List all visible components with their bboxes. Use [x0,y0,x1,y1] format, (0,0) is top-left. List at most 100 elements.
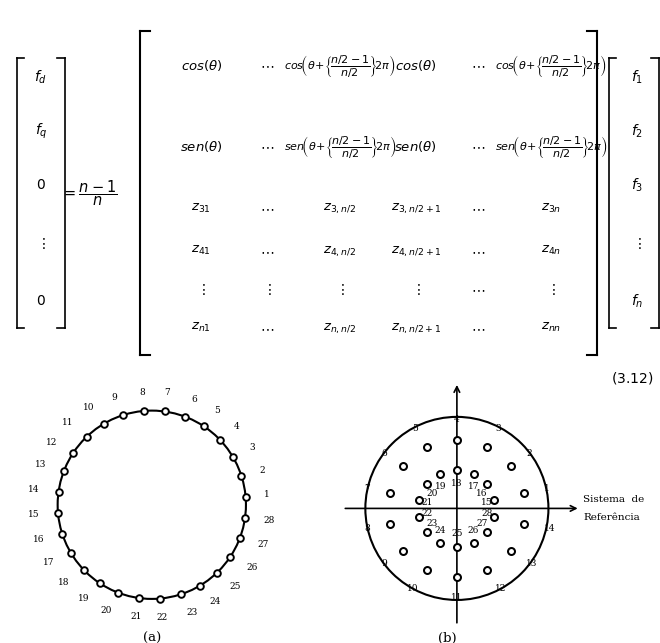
Text: $z_{4n}$: $z_{4n}$ [541,244,561,257]
Point [234,533,245,543]
Point [398,546,409,556]
Text: 20: 20 [100,606,112,615]
Point [154,593,165,604]
Point [176,589,186,599]
Text: $z_{41}$: $z_{41}$ [191,244,211,257]
Point [451,435,462,445]
Text: $f_{1}$: $f_{1}$ [631,68,643,86]
Point [385,518,395,529]
Point [240,512,250,523]
Text: $z_{3,n/2+1}$: $z_{3,n/2+1}$ [391,201,441,215]
Point [482,527,492,538]
Point [519,518,529,529]
Text: 4: 4 [454,415,460,424]
Text: $cos(\theta)$: $cos(\theta)$ [395,58,436,73]
Text: 3: 3 [496,424,501,433]
Text: $sen(\theta)$: $sen(\theta)$ [180,139,222,154]
Text: 9: 9 [381,559,387,568]
Point [519,488,529,498]
Point [214,435,225,445]
Point [154,593,165,604]
Text: 5: 5 [214,406,220,415]
Point [180,412,190,422]
Point [240,491,251,502]
Point [481,441,492,451]
Text: 23: 23 [426,520,438,529]
Point [489,494,500,505]
Text: 23: 23 [186,608,198,617]
Text: 26: 26 [468,526,479,535]
Text: Referência: Referência [583,513,640,522]
Point [59,466,69,476]
Text: $f_{n}$: $f_{n}$ [631,292,643,310]
Point [199,421,209,431]
Text: $\vdots$: $\vdots$ [411,282,420,297]
Text: $\vdots$: $\vdots$ [197,282,206,297]
Point [53,508,63,518]
Text: 6: 6 [381,449,387,458]
Text: $sen\!\left(\theta\!+\!\left\{\!\dfrac{n/2-1}{n/2}\!\right\}\!2\pi\right)$: $sen\!\left(\theta\!+\!\left\{\!\dfrac{n… [284,134,396,159]
Text: 15: 15 [481,498,492,507]
Point [435,469,446,479]
Point [53,487,64,497]
Text: $f_{d}$: $f_{d}$ [34,68,48,86]
Point [82,431,92,442]
Point [176,589,186,599]
Text: Sistema  de: Sistema de [583,495,644,504]
Point [236,471,247,481]
Text: 3: 3 [249,442,255,451]
Point [422,441,432,451]
Text: 28: 28 [264,516,275,525]
Point [214,435,225,445]
Text: 2: 2 [526,449,532,458]
Text: $z_{3,n/2}$: $z_{3,n/2}$ [323,201,356,215]
Text: $z_{n,n/2}$: $z_{n,n/2}$ [323,321,356,335]
Text: 7: 7 [164,388,170,397]
Text: 12: 12 [496,584,507,593]
Point [240,512,250,523]
Text: $(3.12)$: $(3.12)$ [611,370,653,386]
Point [225,552,236,562]
Text: 1: 1 [265,491,270,500]
Point [414,494,424,505]
Text: (a): (a) [143,632,161,643]
Point [414,512,424,522]
Point [234,533,245,543]
Point [489,494,500,505]
Text: $sen(\theta)$: $sen(\theta)$ [395,139,437,154]
Text: 14: 14 [28,485,40,494]
Text: 21: 21 [131,612,142,621]
Text: 8: 8 [364,523,370,532]
Text: $\cdots$: $\cdots$ [471,282,486,296]
Text: 22: 22 [422,509,433,518]
Point [79,565,89,575]
Point [53,508,63,518]
Point [82,431,92,442]
Text: $\cdots$: $\cdots$ [260,59,275,73]
Text: 15: 15 [28,510,39,519]
Point [451,572,462,582]
Point [414,512,424,522]
Text: 18: 18 [59,578,70,587]
Point [422,479,432,489]
Text: 8: 8 [139,388,145,397]
Text: $\cdots$: $\cdots$ [260,140,275,154]
Text: 24: 24 [435,526,446,535]
Point [435,469,446,479]
Point [451,572,462,582]
Point [65,548,76,558]
Point [481,441,492,451]
Point [117,410,128,421]
Point [489,512,500,522]
Point [53,487,64,497]
Point [133,593,144,603]
Text: 27: 27 [477,520,488,529]
Text: 21: 21 [422,498,433,507]
Point [139,406,149,416]
Point [211,568,222,578]
Text: $\cdots$: $\cdots$ [471,140,486,154]
Text: 13: 13 [526,559,538,568]
Point [180,412,190,422]
Text: $\vdots$: $\vdots$ [335,282,345,297]
Point [422,527,432,538]
